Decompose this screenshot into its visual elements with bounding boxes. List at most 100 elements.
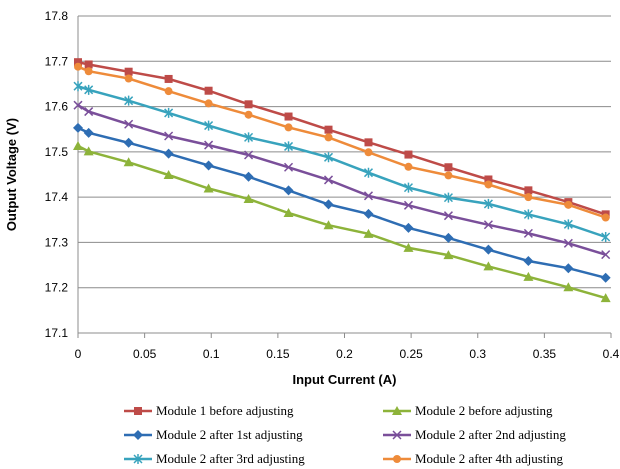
data-point — [164, 131, 174, 141]
data-point — [563, 263, 574, 274]
data-point — [444, 163, 453, 172]
data-point — [164, 107, 174, 118]
data-point — [83, 146, 94, 156]
data-point — [443, 250, 454, 260]
data-point — [403, 222, 414, 233]
legend-label: Module 2 after 3rd adjusting — [156, 451, 305, 466]
data-point — [203, 160, 214, 171]
x-axis-title: Input Current (A) — [293, 372, 397, 387]
data-point — [133, 430, 143, 440]
data-point — [244, 132, 254, 143]
y-tick-label: 17.1 — [45, 326, 69, 340]
x-tick-label: 0.3 — [469, 347, 486, 361]
data-point — [84, 60, 93, 69]
data-point — [134, 407, 142, 415]
data-point — [324, 125, 333, 134]
data-point — [404, 162, 413, 171]
legend-label: Module 2 before adjusting — [415, 403, 553, 418]
data-point — [123, 137, 134, 148]
data-point — [392, 406, 402, 415]
data-point — [244, 150, 254, 160]
data-point — [443, 211, 453, 221]
y-tick-label: 17.2 — [45, 281, 69, 295]
data-point — [74, 58, 82, 67]
data-point — [393, 455, 401, 463]
data-point — [364, 148, 373, 157]
data-point — [403, 182, 413, 193]
data-point — [600, 293, 611, 303]
legend-label: Module 2 after 2nd adjusting — [415, 427, 566, 442]
data-point — [84, 67, 93, 76]
data-point — [124, 74, 133, 83]
legend: Module 1 before adjusting Module 2 before… — [124, 403, 566, 466]
data-point — [524, 186, 533, 195]
legend-item: Module 2 after 3rd adjusting — [124, 451, 305, 466]
data-point — [84, 84, 94, 95]
y-tick-label: 17.3 — [45, 235, 69, 249]
data-point — [283, 207, 294, 217]
data-point — [284, 141, 294, 152]
legend-item: Module 2 after 1st adjusting — [124, 427, 303, 442]
data-point — [443, 232, 454, 243]
data-point — [443, 192, 453, 203]
data-point — [124, 67, 133, 76]
data-point — [83, 127, 94, 138]
series-line — [77, 85, 607, 239]
data-point — [284, 112, 293, 121]
data-point — [73, 100, 83, 110]
data-point — [124, 119, 134, 129]
data-point — [284, 162, 294, 172]
data-point — [323, 220, 334, 230]
legend-item: Module 1 before adjusting — [124, 403, 294, 418]
data-point — [483, 261, 494, 271]
series-3 — [73, 122, 611, 283]
data-point — [204, 140, 214, 150]
y-tick-label: 17.4 — [45, 190, 69, 204]
x-tick-label: 0.05 — [133, 347, 157, 361]
data-point — [163, 169, 174, 179]
data-point — [323, 152, 334, 163]
data-point — [73, 122, 83, 133]
data-point — [483, 244, 494, 255]
x-tick-label: 0.4 — [603, 347, 620, 361]
data-point — [444, 171, 453, 180]
data-point — [523, 271, 534, 281]
data-point — [392, 430, 402, 440]
legend-item: Module 2 before adjusting — [383, 403, 553, 418]
data-point — [363, 228, 374, 238]
y-tick-label: 17.6 — [45, 100, 69, 114]
data-point — [483, 220, 493, 230]
data-point — [73, 140, 83, 150]
data-point — [563, 282, 574, 292]
y-tick-label: 17.8 — [45, 9, 69, 23]
data-point — [363, 167, 374, 178]
y-tick-labels: 17.1 17.2 17.3 17.4 17.5 17.6 17.7 17.8 — [45, 9, 69, 340]
data-point — [243, 193, 254, 203]
data-point — [163, 148, 174, 159]
data-point — [601, 213, 610, 222]
series-2 — [73, 140, 611, 303]
data-point — [363, 191, 374, 201]
data-point — [164, 74, 173, 83]
series-group — [73, 58, 611, 303]
x-tick-label: 0.15 — [266, 347, 290, 361]
legend-label: Module 2 after 1st adjusting — [156, 427, 303, 442]
data-point — [284, 123, 293, 132]
data-point — [323, 199, 334, 210]
data-point — [563, 238, 573, 248]
legend-item: Module 2 after 4th adjusting — [383, 451, 564, 466]
data-point — [283, 185, 294, 196]
y-tick-label: 17.5 — [45, 145, 69, 159]
data-point — [601, 231, 611, 242]
data-point — [243, 171, 254, 182]
data-point — [74, 62, 82, 71]
x-tick-label: 0.25 — [399, 347, 423, 361]
data-point — [244, 110, 253, 119]
y-axis-title: Output Voltage (V) — [4, 118, 19, 231]
data-point — [523, 209, 533, 220]
data-point — [323, 175, 334, 185]
legend-label: Module 1 before adjusting — [156, 403, 294, 418]
x-tick-label: 0.1 — [203, 347, 220, 361]
y-tick-label: 17.7 — [45, 54, 69, 68]
